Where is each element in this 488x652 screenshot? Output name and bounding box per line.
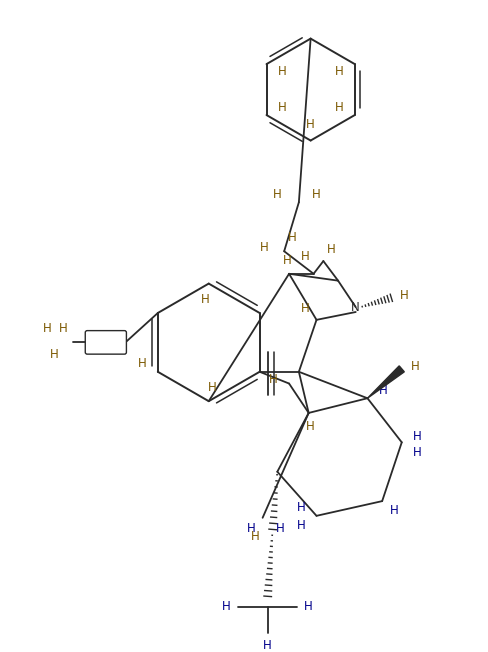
- Text: H: H: [413, 445, 422, 458]
- Text: H: H: [60, 322, 68, 335]
- Text: H: H: [246, 522, 255, 535]
- Text: H: H: [400, 289, 409, 302]
- Text: H: H: [301, 302, 309, 314]
- Text: H: H: [312, 188, 321, 201]
- Text: H: H: [278, 65, 286, 78]
- Text: H: H: [42, 322, 51, 335]
- Text: H: H: [296, 519, 305, 532]
- Text: H: H: [263, 639, 272, 651]
- Text: N: N: [351, 301, 360, 314]
- Text: H: H: [276, 522, 285, 535]
- Text: H: H: [411, 361, 420, 374]
- Text: H: H: [49, 348, 58, 361]
- Text: H: H: [273, 188, 282, 201]
- Text: H: H: [389, 505, 398, 518]
- Text: H: H: [287, 231, 296, 244]
- Text: H: H: [283, 254, 291, 267]
- Text: H: H: [208, 381, 217, 394]
- Text: H: H: [269, 373, 278, 386]
- Text: H: H: [379, 384, 387, 397]
- Text: H: H: [305, 600, 313, 614]
- Text: Abs: Abs: [96, 337, 116, 348]
- Text: H: H: [296, 501, 305, 514]
- Text: H: H: [335, 100, 344, 113]
- Text: H: H: [222, 600, 231, 614]
- Text: H: H: [250, 530, 259, 543]
- Text: H: H: [201, 293, 209, 306]
- Polygon shape: [367, 366, 405, 398]
- Text: H: H: [138, 357, 146, 370]
- Text: H: H: [306, 420, 315, 433]
- Text: H: H: [327, 243, 336, 256]
- Text: H: H: [306, 119, 315, 131]
- Text: H: H: [302, 250, 310, 263]
- Text: H: H: [278, 100, 286, 113]
- FancyBboxPatch shape: [85, 331, 126, 354]
- Text: H: H: [260, 241, 269, 254]
- Text: H: H: [413, 430, 422, 443]
- Text: H: H: [335, 65, 344, 78]
